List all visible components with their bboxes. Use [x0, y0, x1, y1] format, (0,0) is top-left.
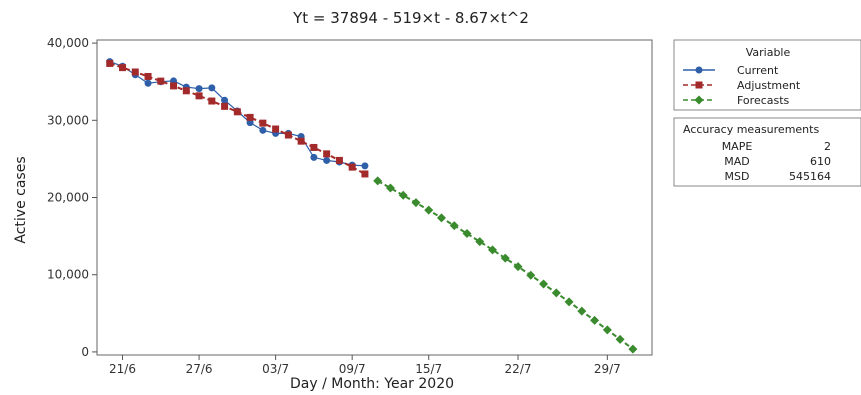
adjustment-point: [297, 137, 305, 145]
current-point: [361, 162, 369, 170]
current-point: [208, 84, 216, 92]
legend-items: Current Adjustment Forecasts: [683, 64, 801, 107]
plot-frame: [96, 39, 653, 356]
y-axis-label: Active cases: [13, 156, 29, 243]
current-point: [144, 79, 152, 87]
forecasts-point: [385, 183, 395, 193]
forecasts-point: [475, 237, 485, 247]
adjustment-point: [119, 64, 127, 72]
accuracy-box: [673, 117, 861, 187]
forecasts-point: [500, 253, 510, 263]
x-tick-label: 15/7: [415, 362, 442, 376]
adjustment-point: [208, 97, 216, 105]
accuracy-metric-value: 545164: [789, 170, 831, 183]
forecasts-point: [373, 176, 383, 186]
x-tick-label: 29/7: [594, 362, 621, 376]
adjustment-point: [259, 119, 267, 127]
forecasts-point: [590, 315, 600, 325]
x-axis: 21/6 27/6 03/7 09/7 15/7 22/7 29/7: [109, 355, 621, 376]
forecasts-point: [398, 190, 408, 200]
forecasts-point: [436, 213, 446, 223]
forecasts-point: [602, 325, 612, 335]
adjustment-point: [157, 77, 165, 85]
forecasts-point: [539, 279, 549, 289]
x-tick-label: 22/7: [505, 362, 532, 376]
adjustment-point: [131, 68, 139, 76]
adjustment-point: [323, 150, 331, 158]
forecasts-point: [488, 245, 498, 255]
current-point: [323, 156, 331, 164]
x-tick-label: 09/7: [339, 362, 366, 376]
legend-box: [673, 39, 861, 111]
adjustment-point: [284, 131, 292, 139]
legend-swatch-marker: [694, 95, 704, 105]
series-forecasts: [373, 176, 638, 354]
adjustment-point: [246, 113, 254, 121]
adjustment-point: [144, 72, 152, 80]
legend-item-forecasts: Forecasts: [683, 94, 790, 107]
accuracy-rows: MAPE 2 MAD 610 MSD 545164: [722, 140, 831, 183]
forecasts-point: [551, 288, 561, 298]
y-tick-label: 20,000: [47, 191, 89, 205]
adjustment-point: [361, 170, 369, 178]
current-point: [221, 96, 229, 104]
forecasts-point: [577, 306, 587, 316]
legend: Variable Current Adjustment Forecasts: [673, 39, 861, 111]
x-tick-label: 21/6: [109, 362, 136, 376]
adjustment-point: [221, 102, 229, 110]
adjustment-point: [310, 143, 318, 151]
accuracy-metric-value: 610: [810, 155, 831, 168]
forecasts-point: [526, 270, 536, 280]
legend-label: Forecasts: [737, 94, 790, 107]
current-point: [259, 126, 267, 134]
adjustment-point: [106, 59, 114, 67]
accuracy-metric-name: MAD: [724, 155, 750, 168]
y-axis: 0 10,000 20,000 30,000 40,000: [47, 36, 97, 359]
adjustment-point: [170, 82, 178, 90]
series-adjustment: [106, 59, 369, 178]
legend-item-adjustment: Adjustment: [683, 79, 801, 92]
y-tick-label: 40,000: [47, 36, 89, 50]
x-tick-label: 27/6: [186, 362, 213, 376]
adjustment-point: [348, 163, 356, 171]
forecasts-line: [377, 180, 634, 350]
series-layer: [106, 58, 638, 354]
y-tick-label: 30,000: [47, 113, 89, 127]
y-tick-label: 0: [81, 345, 89, 359]
legend-swatch-marker: [695, 81, 703, 89]
legend-label: Adjustment: [737, 79, 801, 92]
x-tick-label: 03/7: [262, 362, 289, 376]
legend-label: Current: [737, 64, 779, 77]
accuracy-metric-name: MSD: [725, 170, 750, 183]
forecasts-point: [424, 205, 434, 215]
adjustment-point: [233, 108, 241, 116]
forecasts-point: [449, 221, 459, 231]
adjustment-point: [272, 125, 280, 133]
accuracy-table: Accuracy measurements MAPE 2 MAD 610 MSD 5451…: [673, 117, 861, 187]
legend-item-current: Current: [683, 64, 779, 77]
current-point: [195, 85, 203, 93]
accuracy-title: Accuracy measurements: [683, 123, 819, 136]
chart-title: Yt = 37894 - 519×t - 8.67×t^2: [292, 9, 529, 27]
adjustment-point: [195, 92, 203, 100]
accuracy-metric-value: 2: [824, 140, 831, 153]
current-point: [310, 153, 318, 161]
forecasts-point: [628, 344, 638, 354]
forecasts-point: [513, 262, 523, 272]
forecasts-point: [615, 334, 625, 344]
forecasts-point: [411, 198, 421, 208]
adjustment-point: [335, 156, 343, 164]
x-axis-label: Day / Month: Year 2020: [290, 376, 454, 392]
adjustment-point: [182, 87, 190, 95]
y-tick-label: 10,000: [47, 268, 89, 282]
accuracy-metric-name: MAPE: [722, 140, 753, 153]
forecasts-point: [462, 229, 472, 239]
legend-title: Variable: [746, 46, 791, 59]
forecasts-point: [564, 297, 574, 307]
legend-swatch-marker: [695, 66, 703, 74]
